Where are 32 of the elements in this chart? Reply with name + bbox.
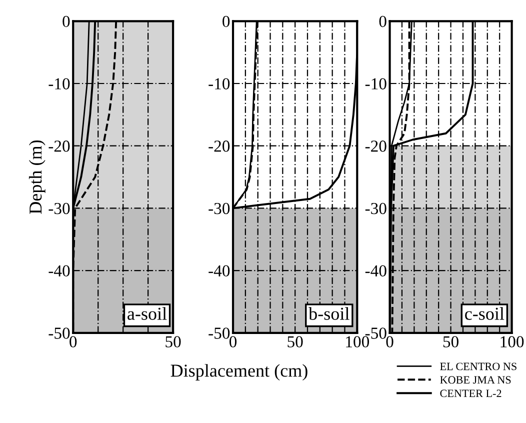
- y-tick-label: -40: [48, 265, 70, 276]
- x-tick-label: 50: [166, 336, 181, 348]
- y-tick-label: -20: [48, 140, 70, 152]
- y-tick-label: -50: [48, 328, 70, 339]
- annotation: b-soil: [308, 307, 350, 320]
- x-tick-label: 0: [386, 336, 394, 348]
- annotation: a-soil: [128, 307, 167, 320]
- y-axis-title: Depth (m): [28, 140, 46, 214]
- x-axis-title: Displacement (cm): [170, 364, 308, 380]
- y-tick-label: -40: [365, 265, 386, 276]
- y-tick-label: -10: [48, 78, 70, 90]
- legend-label: CENTER L-2: [440, 390, 502, 398]
- x-tick-label: 0: [70, 336, 77, 348]
- x-tick-label: 100: [500, 336, 524, 348]
- y-tick-label: -30: [208, 202, 230, 214]
- y-tick-label: -10: [208, 78, 230, 90]
- y-tick-label: 0: [62, 16, 70, 28]
- y-tick-label: -50: [208, 328, 230, 339]
- y-tick-label: -30: [365, 202, 386, 214]
- y-tick-label: -10: [365, 78, 386, 90]
- y-tick-label: -30: [48, 202, 70, 214]
- y-tick-label: 0: [222, 16, 230, 28]
- y-tick-label: 0: [379, 16, 386, 28]
- x-tick-label: 50: [443, 336, 458, 348]
- x-tick-label: 0: [229, 336, 237, 348]
- annotation: c-soil: [465, 307, 504, 320]
- legend-label: KOBE JMA NS: [440, 376, 511, 384]
- x-tick-label: 50: [288, 336, 303, 348]
- y-tick-label: -40: [208, 265, 230, 276]
- legend-label: EL CENTRO NS: [440, 362, 516, 370]
- y-tick-label: -20: [365, 140, 386, 152]
- y-tick-label: -20: [208, 140, 230, 152]
